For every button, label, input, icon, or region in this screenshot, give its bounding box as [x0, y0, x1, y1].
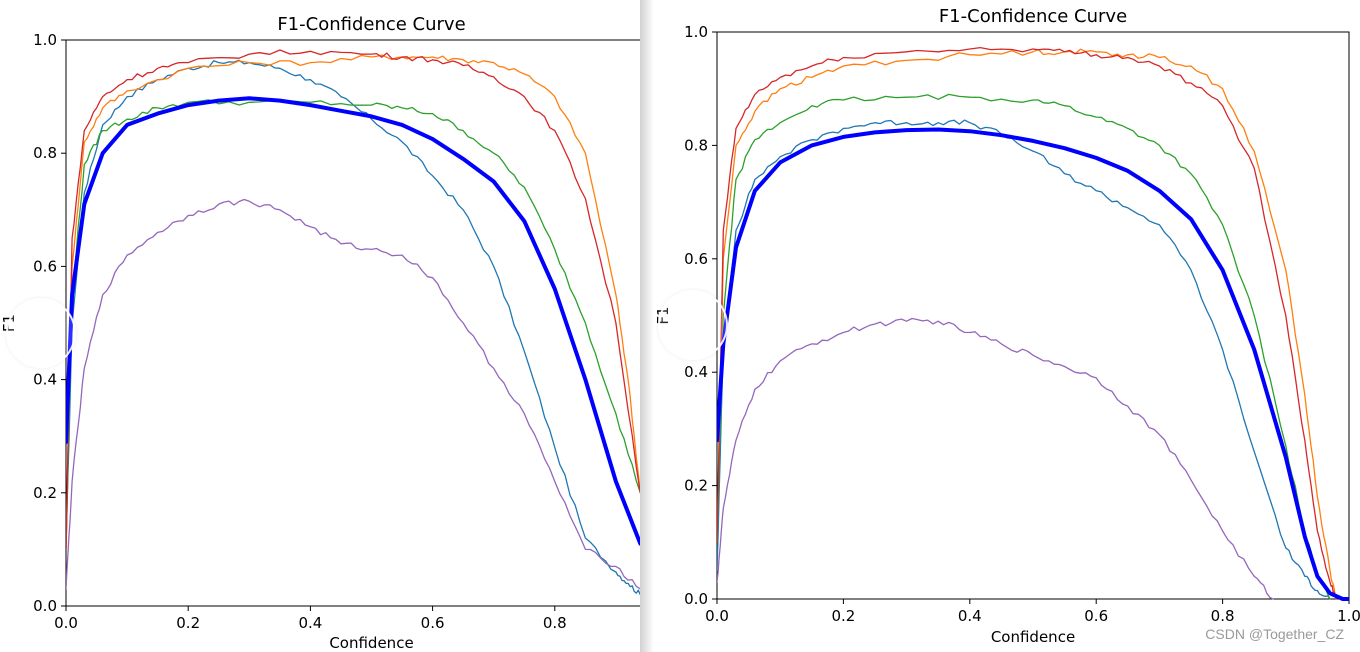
left-chart: F1-Confidence Curve 0.0 0.2 0.4 0.6 0.8 1.0 0.0… — [0, 14, 640, 652]
x-tick-label: 0.0 — [54, 614, 78, 632]
x-axis-label: Confidence — [329, 634, 413, 652]
series-line-orange-class — [66, 54, 640, 551]
y-tick-label: 0.6 — [33, 257, 57, 275]
series-line-purple-class — [66, 198, 640, 590]
series-line-all-classes — [66, 96, 640, 546]
y-tick-label: 0.2 — [33, 484, 57, 502]
x-tick-label: 1.0 — [1337, 607, 1360, 625]
chevron-left-icon: ‹ — [30, 310, 46, 356]
y-tick-label: 1.0 — [684, 23, 708, 41]
x-tick-label: 0.2 — [831, 607, 855, 625]
series-line-purple-class — [717, 317, 1274, 600]
y-tick-label: 0.4 — [684, 363, 708, 381]
y-tick-label: 0.2 — [684, 477, 708, 495]
series-group — [66, 49, 640, 596]
series-line-green-class — [717, 93, 1331, 600]
chevron-left-icon: ‹ — [682, 302, 698, 348]
x-axis-label: Confidence — [991, 628, 1075, 646]
x-tick-label: 0.8 — [1211, 607, 1235, 625]
chart-title: F1-Confidence Curve — [939, 6, 1127, 27]
x-tick-label: 0.6 — [1084, 607, 1108, 625]
y-tick-label: 0.0 — [684, 590, 708, 608]
panel-seam-shadow — [640, 0, 654, 652]
series-line-blue-class — [66, 59, 640, 596]
x-tick-label: 0.4 — [958, 607, 982, 625]
x-tick-label: 0.8 — [543, 614, 567, 632]
y-tick-label: 0.8 — [33, 144, 57, 162]
series-group — [717, 46, 1349, 601]
series-line-all-classes — [717, 127, 1349, 601]
y-tick-label: 1.0 — [33, 31, 57, 49]
x-tick-label: 0.6 — [421, 614, 445, 632]
series-line-blue-class — [717, 119, 1331, 600]
y-tick-label: 0.6 — [684, 250, 708, 268]
x-tick-label: 0.2 — [176, 614, 200, 632]
series-line-red-class — [66, 49, 640, 551]
chart-title: F1-Confidence Curve — [277, 14, 465, 35]
x-tick-label: 0.4 — [298, 614, 322, 632]
y-tick-label: 0.8 — [684, 136, 708, 154]
right-chart: F1-Confidence Curve 0.0 0.2 0.4 0.6 0.8 1.0 0.0… — [654, 6, 1360, 646]
watermark: CSDN @Together_CZ — [1205, 626, 1344, 642]
y-tick-label: 0.0 — [33, 597, 57, 615]
series-line-green-class — [66, 99, 640, 551]
previous-image-button[interactable]: ‹ — [6, 298, 76, 368]
series-line-orange-class — [717, 48, 1338, 600]
y-tick-label: 0.4 — [33, 371, 57, 389]
right-panel-bg — [640, 0, 1360, 652]
next-image-button[interactable]: ‹ — [658, 290, 728, 360]
series-line-red-class — [717, 46, 1338, 600]
x-tick-label: 0.0 — [705, 607, 729, 625]
